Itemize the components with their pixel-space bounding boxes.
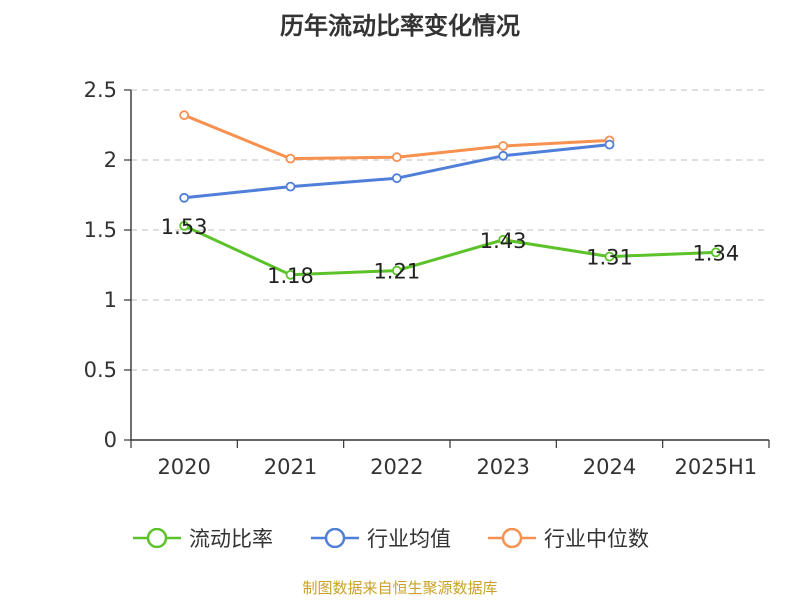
series-line <box>183 224 716 277</box>
data-point <box>179 192 190 203</box>
y-tick-label: 2.5 <box>84 78 117 102</box>
chart-legend: 流动比率 行业均值 行业中位数 <box>0 521 800 555</box>
x-tick-label: 2023 <box>476 455 529 479</box>
legend-item-current-ratio[interactable]: 流动比率 <box>133 521 273 555</box>
data-point <box>391 265 402 276</box>
y-tick-label: 0 <box>104 428 117 452</box>
x-tick-label: 2020 <box>157 455 210 479</box>
data-point <box>498 234 509 245</box>
y-tick-label: 1.5 <box>84 218 117 242</box>
data-point <box>285 181 296 192</box>
data-point <box>285 153 296 164</box>
legend-label: 流动比率 <box>189 527 273 551</box>
data-label: 1.34 <box>692 241 739 265</box>
chart-title: 历年流动比率变化情况 <box>280 12 520 40</box>
legend-item-industry-mean[interactable]: 行业均值 <box>311 521 451 555</box>
x-tick-label: 2025H1 <box>675 455 758 479</box>
data-label: 1.43 <box>480 229 527 253</box>
data-point <box>604 139 615 150</box>
legend-line-marker-icon <box>311 528 359 548</box>
data-source-note: 制图数据来自恒生聚源数据库 <box>302 579 498 597</box>
data-point <box>604 251 615 262</box>
y-tick-label: 0.5 <box>84 358 117 382</box>
data-point <box>710 247 721 258</box>
data-point <box>285 269 296 280</box>
data-point <box>498 150 509 161</box>
data-point <box>498 141 509 151</box>
legend-line-marker-icon <box>133 528 181 548</box>
legend-line-marker-icon <box>488 528 536 548</box>
legend-item-industry-median[interactable]: 行业中位数 <box>488 521 649 555</box>
x-tick-label: 2024 <box>583 455 636 479</box>
data-point <box>391 152 402 163</box>
x-tick-label: 2021 <box>264 455 317 479</box>
data-label: 1.18 <box>267 264 314 288</box>
data-point <box>391 173 402 184</box>
data-label: 1.53 <box>161 215 208 239</box>
y-tick-label: 2 <box>104 148 117 172</box>
legend-label: 行业均值 <box>367 527 451 551</box>
data-label: 1.31 <box>586 246 633 270</box>
data-point <box>179 110 190 121</box>
legend-label: 行业中位数 <box>544 527 649 551</box>
y-tick-label: 1 <box>104 288 117 312</box>
data-label: 1.21 <box>373 260 420 284</box>
x-tick-label: 2022 <box>370 455 423 479</box>
data-point <box>179 220 190 231</box>
